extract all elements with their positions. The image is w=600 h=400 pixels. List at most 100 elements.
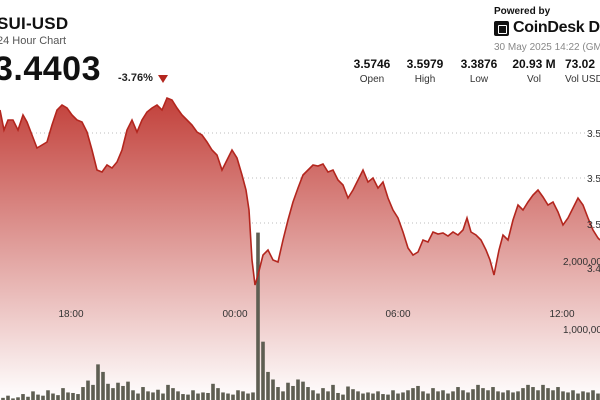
volume-bar (306, 387, 310, 400)
volume-bar (16, 397, 20, 400)
stat-open-label: Open (359, 74, 385, 85)
volume-bar (576, 393, 580, 400)
volume-bar (246, 393, 250, 400)
volume-bar (486, 390, 490, 400)
price-line (0, 96, 600, 286)
volume-bar (201, 392, 205, 400)
volume-bar (501, 392, 505, 400)
volume-bar (341, 394, 345, 400)
volume-bar (371, 393, 375, 400)
volume-bar (436, 391, 440, 400)
volume-bar (231, 394, 235, 400)
volume-bar (566, 392, 570, 400)
volume-bar (156, 389, 160, 400)
volume-bar (76, 394, 80, 400)
volume-bar (286, 382, 290, 400)
timestamp: 30 May 2025 14:22 (GMT (494, 42, 600, 53)
volume-bar (266, 371, 270, 400)
volume-bar (111, 388, 115, 400)
stat-low-label: Low (469, 74, 489, 85)
stat-vol: 20.93 M Vol (511, 57, 557, 85)
volume-bar (46, 390, 50, 400)
y-volume-tick-label: 1,000,000 (563, 325, 600, 336)
x-tick-label: 12:00 (549, 309, 574, 320)
volume-bar (481, 388, 485, 400)
volume-bar (6, 395, 10, 400)
volume-bar (446, 393, 450, 400)
volume-bar (196, 393, 200, 400)
volume-bar (391, 390, 395, 400)
volume-bar (406, 390, 410, 400)
volume-bar (541, 384, 545, 400)
volume-bar (496, 391, 500, 400)
volume-bar (591, 390, 595, 400)
volume-bar (51, 393, 55, 400)
y-volume-tick-label: 2,000,000 (563, 257, 600, 268)
y-price-tick-label: 3.5 (587, 174, 600, 185)
stat-open: 3.5746 Open (352, 57, 392, 85)
volume-bar (41, 395, 45, 400)
volume-bar (81, 387, 85, 400)
volume-bar (126, 381, 130, 400)
volume-bar (581, 391, 585, 400)
x-tick-label: 00:00 (222, 309, 247, 320)
stat-vol-usd-value: 73.02 (565, 57, 596, 71)
volume-bar (506, 390, 510, 400)
volume-bar (86, 380, 90, 400)
volume-bar (346, 386, 350, 400)
volume-bar (551, 390, 555, 400)
volume-bar (161, 393, 165, 400)
volume-bar (491, 387, 495, 400)
volume-bar (206, 392, 210, 400)
stat-vol-label: Vol (527, 74, 541, 85)
volume-bar (291, 385, 295, 400)
x-tick-label: 18:00 (58, 309, 83, 320)
stat-vol-usd: 73.02 Vol USD (565, 57, 600, 85)
stat-vol-usd-label: Vol USD (565, 74, 600, 85)
price-area (0, 98, 600, 400)
volume-bar (26, 396, 30, 400)
volume-bar (191, 390, 195, 400)
stat-vol-value: 20.93 M (512, 57, 556, 71)
volume-bar (466, 392, 470, 400)
volume-bar (186, 394, 190, 400)
volume-bar (71, 392, 75, 400)
y-price-tick-label: 3.5 (587, 220, 600, 231)
volume-bar (381, 394, 385, 400)
volume-bar (561, 391, 565, 400)
volume-bar (216, 388, 220, 400)
volume-bar (451, 391, 455, 400)
volume-bar (226, 393, 230, 400)
volume-bar (256, 232, 260, 400)
chart-title: SUI-USD (0, 14, 69, 33)
stat-low-value: 3.3876 (460, 57, 498, 71)
volume-bar (426, 393, 430, 400)
volume-bar (441, 390, 445, 400)
volume-bar (11, 398, 15, 400)
volume-bar (281, 391, 285, 400)
volume-bar (596, 393, 600, 400)
volume-bar (171, 388, 175, 400)
volume-bar (271, 379, 275, 400)
current-price: 3.4403 (0, 50, 101, 88)
coindesk-logo[interactable]: CoinDesk Data (494, 19, 600, 37)
volume-bar (526, 384, 530, 400)
volume-bar (91, 384, 95, 400)
volume-bar (21, 394, 25, 400)
volume-bar (351, 389, 355, 400)
volume-bar (356, 391, 360, 400)
volume-bar (411, 388, 415, 400)
price-change: -3.76% (118, 72, 153, 84)
volume-bar (251, 392, 255, 400)
volume-bar (166, 384, 170, 400)
volume-bar (521, 388, 525, 400)
volume-bar (471, 389, 475, 400)
volume-bar (136, 393, 140, 400)
volume-bar (241, 391, 245, 400)
stat-high-label: High (414, 74, 436, 85)
y-price-tick-label: 3.4 (587, 264, 600, 275)
volume-bar (461, 390, 465, 400)
stat-open-value: 3.5746 (353, 57, 391, 71)
volume-bar (331, 384, 335, 400)
